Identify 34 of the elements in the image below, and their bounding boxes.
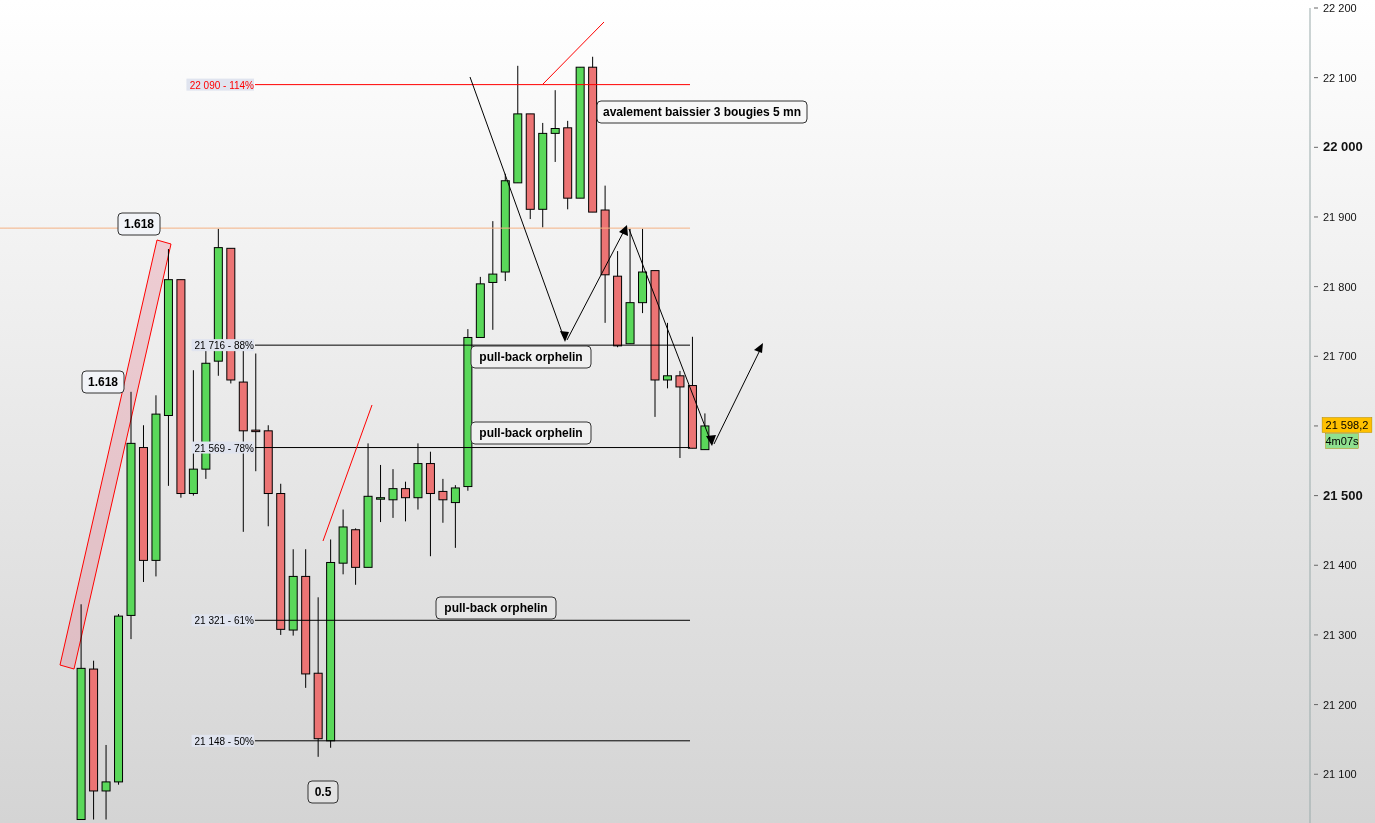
annotation: 1.618 <box>123 217 155 232</box>
y-tick-label: 21 400 <box>1323 559 1357 572</box>
candlestick <box>450 484 460 549</box>
y-tick-label: 21 100 <box>1323 768 1357 781</box>
annotation: 0.5 <box>314 785 332 800</box>
annotation: avalement baissier 3 bougies 5 mn <box>602 105 802 120</box>
candlestick <box>101 744 111 821</box>
annotation: pull-back orphelin <box>479 426 583 441</box>
candlestick <box>700 412 710 451</box>
ref-line-label: 21 716 - 88% <box>194 340 255 352</box>
y-tick-label: 21 200 <box>1323 698 1357 711</box>
candlestick <box>550 89 560 163</box>
candlestick <box>438 478 448 524</box>
candlestick <box>376 464 386 523</box>
ref-line-label: 21 569 - 78% <box>194 442 255 454</box>
annotation: pull-back orphelin <box>479 350 583 365</box>
candlestick <box>488 220 498 331</box>
y-tick-label: 22 100 <box>1323 71 1357 84</box>
annotation: 1.618 <box>87 375 119 390</box>
ref-line-label: 22 090 - 114% <box>189 79 255 91</box>
y-tick-label: 22 200 <box>1323 2 1357 14</box>
y-tick-label: 21 300 <box>1323 628 1357 641</box>
y-tick-label: 22 000 <box>1323 139 1363 155</box>
annotation: pull-back orphelin <box>444 601 548 616</box>
ref-line-label: 21 321 - 61% <box>194 615 255 627</box>
y-tick-label: 21 800 <box>1323 280 1357 293</box>
ref-line-label: 21 148 - 50% <box>194 735 255 747</box>
y-tick-label: 21 700 <box>1323 350 1357 363</box>
y-tick-label: 21 900 <box>1323 210 1357 223</box>
candlestick <box>388 468 398 519</box>
text: 4m07s <box>1325 434 1359 447</box>
text: 21 598,2 <box>1325 418 1369 431</box>
candlestick <box>400 481 410 522</box>
y-tick-label: 21 500 <box>1323 487 1363 503</box>
